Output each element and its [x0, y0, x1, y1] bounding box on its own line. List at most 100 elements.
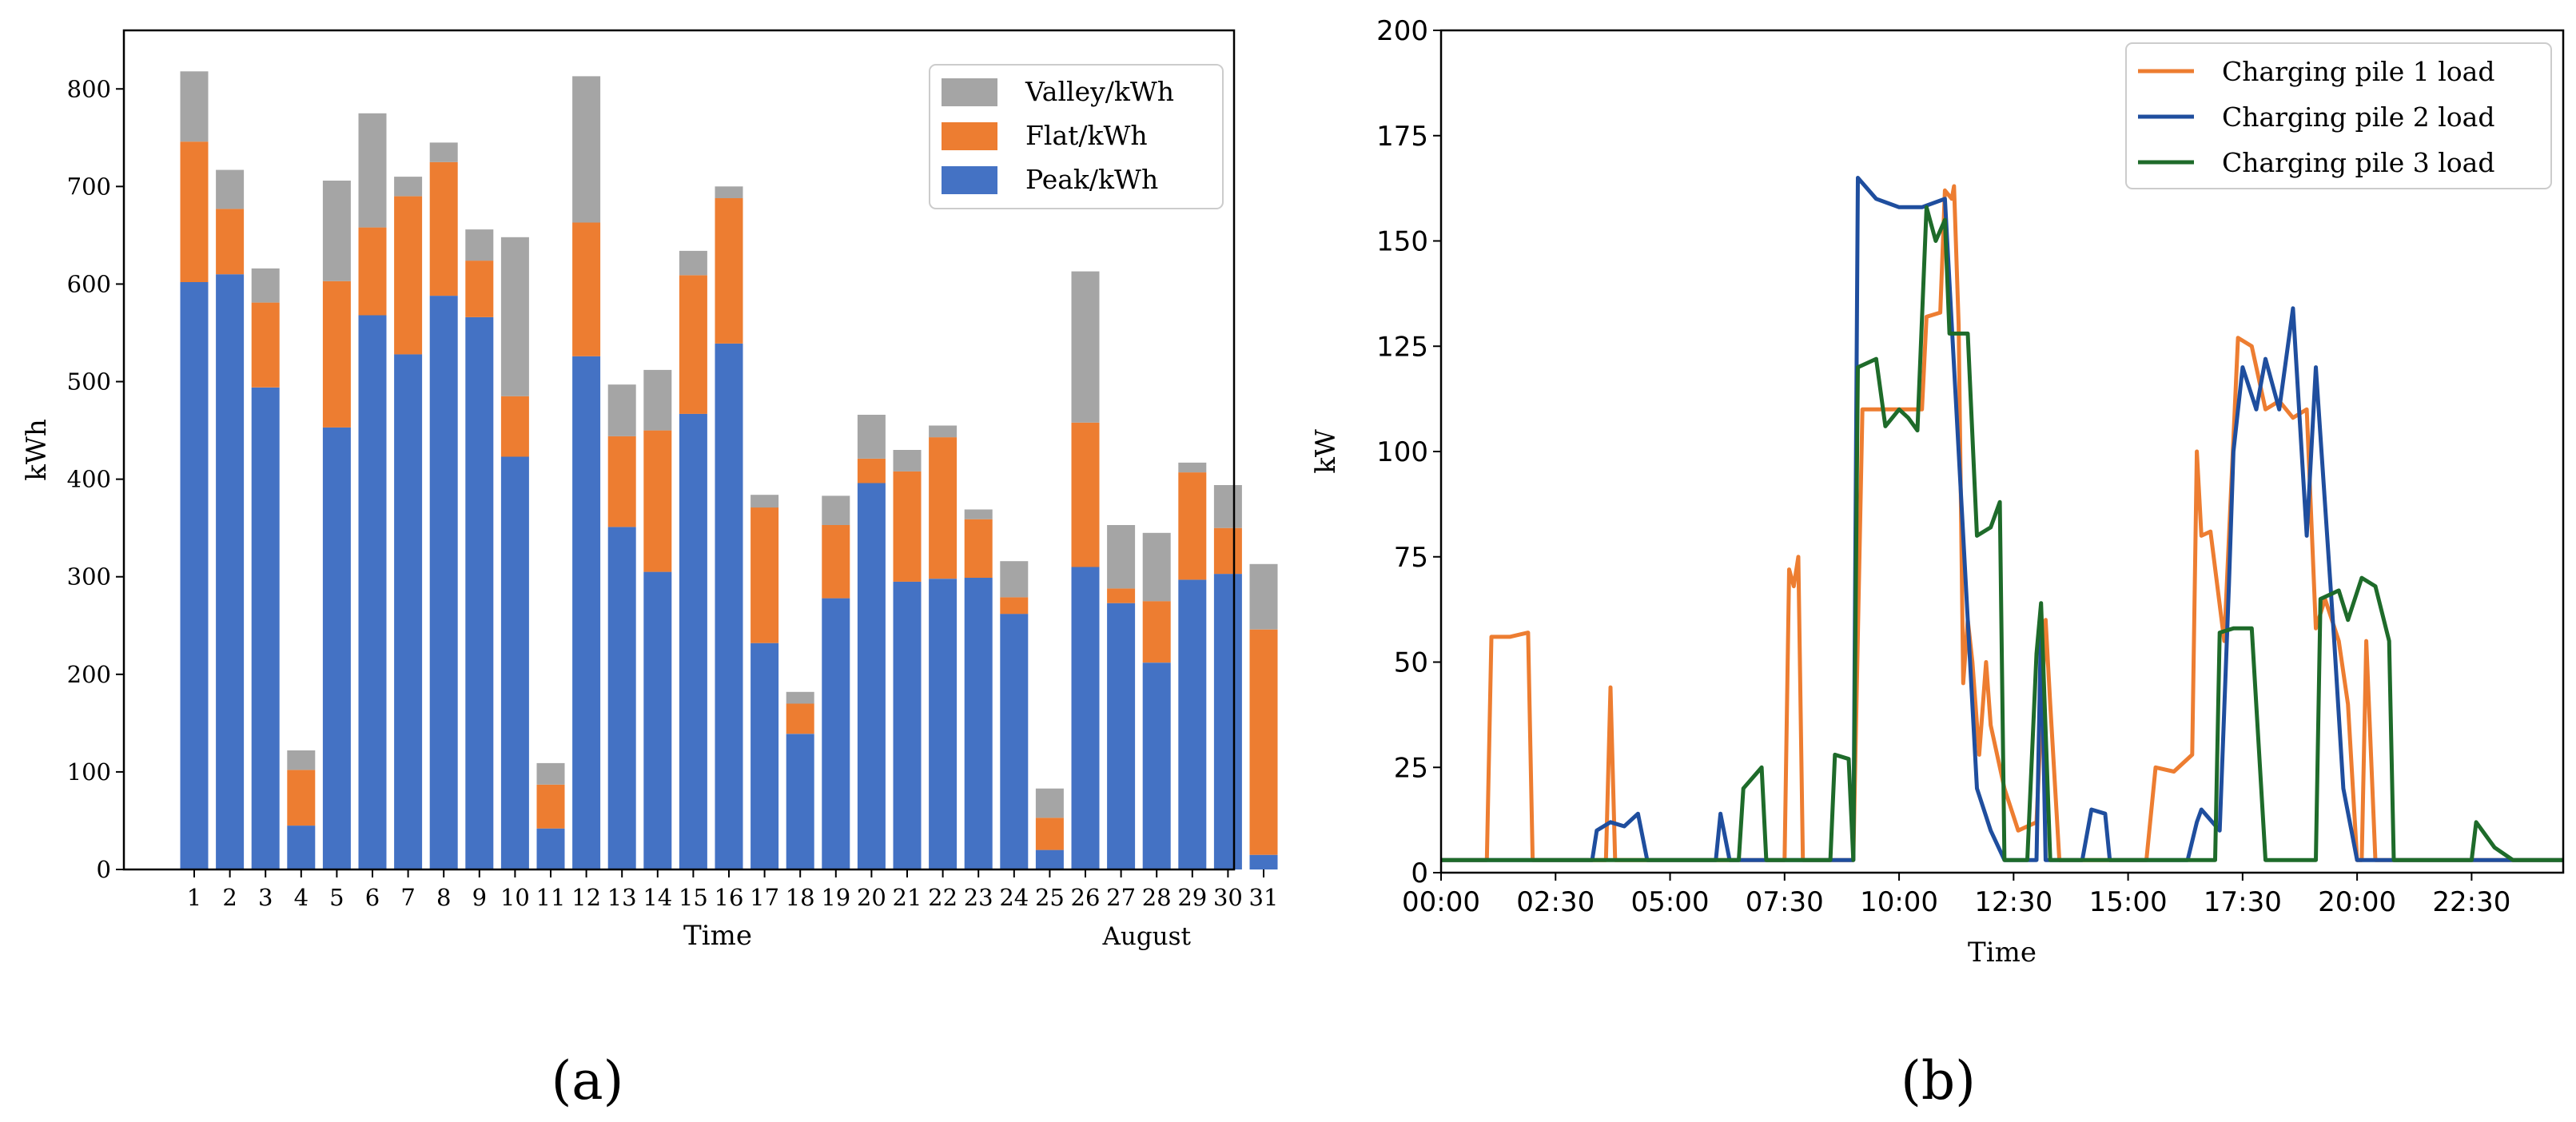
bar-flat-19	[822, 525, 850, 599]
x-tick-label: 29	[1177, 884, 1207, 911]
x-tick-label: 12	[571, 884, 601, 911]
bar-flat-23	[964, 519, 993, 578]
bar-peak-20	[857, 483, 886, 869]
bar-valley-14	[643, 369, 672, 431]
x-tick-label: 15	[679, 884, 708, 911]
bar-valley-16	[715, 186, 743, 198]
x-tick-label: 15:00	[2089, 886, 2168, 918]
bar-valley-8	[429, 142, 458, 162]
bar-valley-27	[1107, 525, 1136, 589]
y-tick-label: 100	[67, 758, 111, 786]
x-tick-label: 23	[964, 884, 993, 911]
x-tick-label: 18	[786, 884, 815, 911]
y-tick-label: 600	[67, 270, 111, 297]
bar-valley-29	[1178, 462, 1207, 473]
bar-flat-7	[394, 196, 423, 355]
bar-peak-15	[679, 413, 707, 869]
bar-peak-2	[216, 274, 245, 869]
bar-flat-18	[786, 703, 814, 734]
bar-flat-25	[1035, 818, 1064, 850]
bar-flat-11	[536, 784, 565, 829]
x-tick-label: 17	[750, 884, 779, 911]
x-tick-label: 07:30	[1746, 886, 1824, 918]
bar-peak-24	[1000, 614, 1029, 869]
bar-flat-8	[429, 161, 458, 296]
bar-flat-12	[572, 222, 601, 356]
chart-b-caption: (b)	[1901, 1050, 1976, 1112]
y-tick-label: 700	[67, 173, 111, 200]
chart-b-y-label: kW	[1310, 429, 1342, 474]
bar-valley-11	[536, 762, 565, 785]
x-tick-label: 24	[999, 884, 1029, 911]
bar-peak-11	[536, 828, 565, 869]
x-tick-label: 13	[607, 884, 637, 911]
chart-a-frame	[122, 29, 1236, 871]
x-tick-label: 1	[187, 884, 201, 911]
bar-flat-22	[929, 437, 958, 579]
x-tick-label: 30	[1213, 884, 1243, 911]
chart-b-frame	[1439, 29, 2565, 874]
bar-flat-27	[1107, 588, 1136, 603]
bar-peak-1	[180, 282, 209, 869]
bar-flat-1	[180, 141, 209, 282]
x-tick-label: 7	[400, 884, 415, 911]
bar-valley-18	[786, 691, 814, 704]
bar-flat-15	[679, 275, 707, 414]
bar-valley-5	[322, 181, 351, 281]
chart-a-caption: (a)	[551, 1050, 624, 1112]
y-tick-label: 500	[67, 368, 111, 396]
bar-peak-14	[643, 571, 672, 869]
bar-valley-22	[929, 425, 958, 438]
bar-valley-13	[607, 384, 636, 436]
bar-valley-23	[964, 509, 993, 519]
bar-valley-28	[1142, 532, 1171, 602]
bar-peak-31	[1249, 854, 1278, 869]
y-tick-label: 800	[67, 75, 111, 102]
bar-flat-24	[1000, 597, 1029, 615]
x-tick-label: 2	[222, 884, 237, 911]
bar-flat-5	[322, 280, 351, 428]
bar-peak-18	[786, 734, 814, 869]
x-tick-label: 6	[365, 884, 380, 911]
y-tick-label: 200	[67, 661, 111, 688]
bar-peak-22	[929, 579, 958, 869]
bar-peak-17	[751, 643, 779, 869]
bar-flat-26	[1071, 422, 1100, 567]
x-tick-label: 25	[1035, 884, 1065, 911]
bar-peak-12	[572, 356, 601, 869]
x-tick-label: 12:30	[1974, 886, 2052, 918]
bar-flat-28	[1142, 601, 1171, 663]
bar-valley-20	[857, 415, 886, 459]
chart-a-x-label: Time	[683, 920, 752, 952]
x-tick-label: 14	[643, 884, 672, 911]
x-tick-label: 4	[294, 884, 309, 911]
x-tick-label: 10:00	[1860, 886, 1938, 918]
bar-flat-4	[287, 770, 316, 826]
x-tick-label: 05:00	[1631, 886, 1710, 918]
bar-flat-17	[751, 507, 779, 643]
x-tick-label: 31	[1249, 884, 1279, 911]
bar-flat-10	[500, 396, 529, 457]
bar-valley-31	[1249, 563, 1278, 630]
x-tick-label: 21	[893, 884, 922, 911]
bar-peak-5	[322, 427, 351, 869]
bar-peak-7	[394, 354, 423, 869]
legend-label: Charging pile 2 load	[2222, 101, 2494, 133]
legend-swatch	[942, 78, 997, 106]
chart-a-y-ticks: 0 100 200 300 400 500 600 700 800	[67, 75, 124, 883]
bar-peak-26	[1071, 567, 1100, 869]
bar-peak-16	[715, 343, 743, 869]
bar-valley-19	[822, 495, 850, 525]
y-tick-label: 0	[1411, 857, 1428, 889]
bar-peak-21	[893, 581, 922, 869]
legend-label: Flat/kWh	[1025, 120, 1148, 151]
y-tick-label: 300	[67, 563, 111, 591]
bar-valley-26	[1071, 271, 1100, 423]
bar-valley-7	[394, 177, 423, 197]
y-tick-label: 150	[1376, 226, 1428, 258]
legend-label: Charging pile 3 load	[2222, 147, 2494, 178]
bar-flat-9	[465, 261, 494, 317]
x-tick-label: 5	[329, 884, 344, 911]
bar-flat-6	[358, 227, 387, 316]
